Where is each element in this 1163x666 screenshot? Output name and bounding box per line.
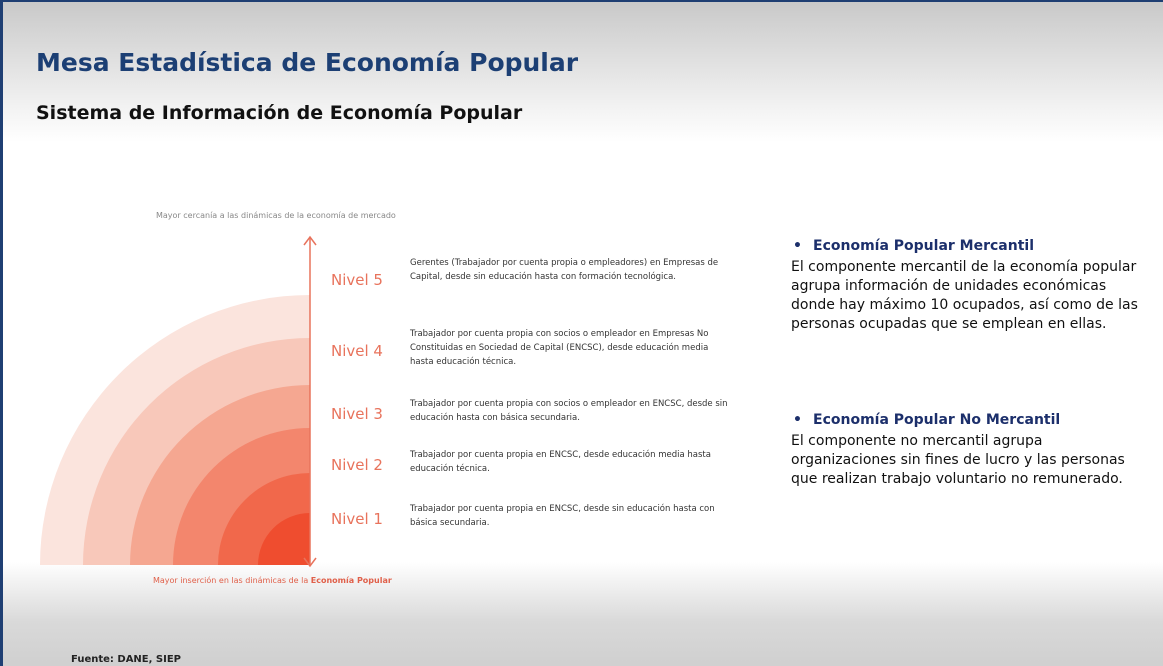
level-description: Trabajador por cuenta propia con socios … [410,327,730,369]
bottom-label: Mayor inserción en las dinámicas de la E… [153,576,392,585]
bullet: • [793,412,802,428]
top-label: Mayor cercanía a las dinámicas de la eco… [156,211,396,220]
level-description: Gerentes (Trabajador por cuenta propia o… [410,256,730,284]
section-body: El componente mercantil de la economía p… [791,258,1151,334]
level-name: Nivel 1 [331,510,383,528]
level-description: Trabajador por cuenta propia en ENCSC, d… [410,448,730,476]
level-name: Nivel 3 [331,405,383,423]
bottom-label-prefix: Mayor inserción en las dinámicas de la [153,576,308,585]
section-body: El componente no mercantil agrupa organi… [791,432,1151,489]
arcs [40,295,310,565]
bullet: • [793,238,802,254]
level-description: Trabajador por cuenta propia con socios … [410,397,730,425]
section-title: Economía Popular No Mercantil [813,412,1060,428]
level-name: Nivel 4 [331,342,383,360]
level-name: Nivel 2 [331,456,383,474]
source: Fuente: DANE, SIEP [71,654,181,665]
level-description: Trabajador por cuenta propia en ENCSC, d… [410,502,730,530]
slide: Mesa Estadística de Economía Popular Sis… [0,0,1163,666]
level-name: Nivel 5 [331,271,383,289]
bottom-label-highlight: Economía Popular [311,576,392,585]
section-title: Economía Popular Mercantil [813,238,1034,254]
